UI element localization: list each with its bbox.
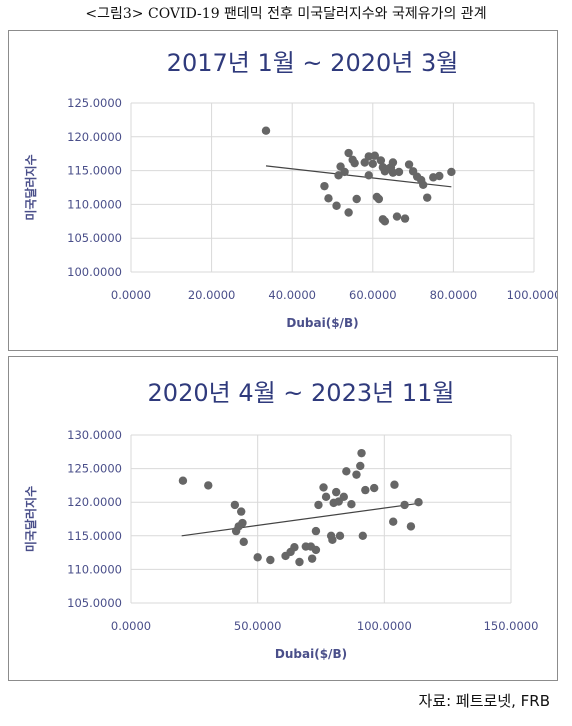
scatter-point bbox=[266, 555, 275, 565]
scatter-point bbox=[364, 171, 373, 180]
scatter-point bbox=[314, 500, 323, 510]
y-axis-label: 미국달러지수 bbox=[23, 154, 38, 220]
scatter-point bbox=[253, 553, 262, 562]
scatter-point bbox=[335, 531, 345, 540]
scatter-point bbox=[370, 151, 380, 160]
scatter-point bbox=[319, 483, 328, 492]
scatter-point bbox=[380, 217, 390, 226]
scatter-point bbox=[344, 208, 353, 217]
scatter-point bbox=[394, 167, 404, 177]
chart-title: 2017년 1월 ~ 2020년 3월 bbox=[167, 49, 459, 77]
y-axis-label: 미국달러지수 bbox=[23, 486, 38, 552]
scatter-chart-1: 2017년 1월 ~ 2020년 3월 100.0000 105.0000 110.0… bbox=[23, 49, 557, 330]
chart-panel-1: 2017년 1월 ~ 2020년 3월 100.0000 105.0000 110.0… bbox=[8, 30, 558, 351]
scatter-point bbox=[261, 126, 271, 135]
scatter-point bbox=[307, 554, 317, 563]
x-tick-label: 0.0000 bbox=[111, 619, 151, 633]
scatter-point bbox=[404, 160, 414, 169]
scatter-point bbox=[347, 500, 356, 509]
scatter-point bbox=[204, 481, 213, 490]
scatter-point bbox=[344, 148, 353, 158]
scatter-point bbox=[239, 537, 248, 547]
scatter-point bbox=[376, 156, 386, 165]
y-tick-label: 115.0000 bbox=[67, 164, 122, 178]
scatter-point bbox=[435, 171, 444, 181]
scatter-point bbox=[350, 158, 359, 168]
scatter-chart-2: 2020년 4월 ~ 2023년 11월 105.0000 110.0000 115.… bbox=[23, 379, 539, 661]
y-tick-label: 120.0000 bbox=[67, 130, 122, 144]
scatter-point bbox=[400, 500, 409, 510]
scatter-point bbox=[361, 485, 370, 495]
x-tick-label: 80.0000 bbox=[430, 288, 478, 302]
scatter-point bbox=[342, 467, 351, 476]
scatter-point bbox=[418, 180, 428, 189]
x-tick-label: 40.0000 bbox=[268, 288, 316, 302]
x-axis-label: Dubai($/B) bbox=[275, 647, 347, 661]
scatter-point bbox=[352, 194, 361, 204]
scatter-point bbox=[374, 194, 384, 204]
x-tick-label: 100.0000 bbox=[507, 288, 557, 302]
scatter-point bbox=[423, 193, 432, 202]
scatter-point bbox=[311, 526, 321, 536]
scatter-point bbox=[237, 507, 246, 516]
scatter-point bbox=[320, 181, 329, 191]
scatter-point bbox=[400, 214, 410, 223]
scatter-point bbox=[311, 545, 321, 555]
scatter-point bbox=[447, 167, 456, 177]
scatter-point bbox=[332, 487, 341, 497]
scatter-point bbox=[356, 461, 365, 471]
y-tick-label: 110.0000 bbox=[67, 197, 122, 211]
scatter-point bbox=[357, 448, 366, 458]
y-tick-label: 100.0000 bbox=[67, 265, 122, 279]
y-tick-label: 105.0000 bbox=[67, 231, 122, 245]
scatter-point bbox=[321, 492, 331, 502]
scatter-point bbox=[339, 492, 348, 502]
x-tick-label: 150.0000 bbox=[484, 619, 539, 633]
scatter-point bbox=[340, 167, 349, 177]
scatter-point bbox=[370, 483, 379, 493]
x-tick-label: 60.0000 bbox=[349, 288, 397, 302]
scatter-point bbox=[414, 498, 423, 507]
scatter-point bbox=[368, 159, 377, 169]
x-axis-label: Dubai($/B) bbox=[286, 316, 358, 330]
x-tick-label: 100.0000 bbox=[357, 619, 412, 633]
y-tick-label: 110.0000 bbox=[67, 562, 122, 576]
source-note: 자료: 페트로넷, FRB bbox=[418, 692, 551, 710]
scatter-point bbox=[406, 522, 416, 531]
x-tick-label: 20.0000 bbox=[188, 288, 236, 302]
scatter-point bbox=[295, 557, 304, 567]
x-tick-label: 50.0000 bbox=[234, 619, 282, 633]
y-tick-label: 120.0000 bbox=[67, 495, 122, 509]
scatter-point bbox=[389, 517, 398, 526]
y-tick-label: 125.0000 bbox=[67, 462, 122, 476]
y-tick-label: 130.0000 bbox=[67, 428, 122, 442]
scatter-point bbox=[332, 201, 341, 210]
scatter-point bbox=[358, 531, 367, 540]
scatter-point bbox=[178, 476, 188, 485]
scatter-point bbox=[388, 158, 398, 167]
scatter-point bbox=[290, 543, 299, 552]
scatter-point bbox=[360, 158, 369, 167]
y-tick-label: 125.0000 bbox=[67, 96, 122, 110]
scatter-point bbox=[390, 480, 399, 489]
scatter-point bbox=[324, 194, 333, 203]
x-tick-label: 0.0000 bbox=[111, 288, 151, 302]
scatter-point bbox=[328, 535, 337, 545]
y-tick-label: 105.0000 bbox=[67, 596, 122, 610]
chart-title: 2020년 4월 ~ 2023년 11월 bbox=[148, 379, 455, 407]
figure-title: <그림3> COVID-19 팬데믹 전후 미국달러지수와 국제유가의 관계 bbox=[85, 6, 487, 22]
scatter-point bbox=[230, 500, 240, 510]
chart-panel-2: 2020년 4월 ~ 2023년 11월 105.0000 110.0000 115.… bbox=[8, 356, 558, 681]
scatter-point bbox=[392, 212, 402, 221]
trend-line bbox=[181, 502, 418, 537]
y-tick-label: 115.0000 bbox=[67, 529, 122, 543]
scatter-point bbox=[352, 470, 361, 479]
scatter-point bbox=[238, 518, 247, 528]
